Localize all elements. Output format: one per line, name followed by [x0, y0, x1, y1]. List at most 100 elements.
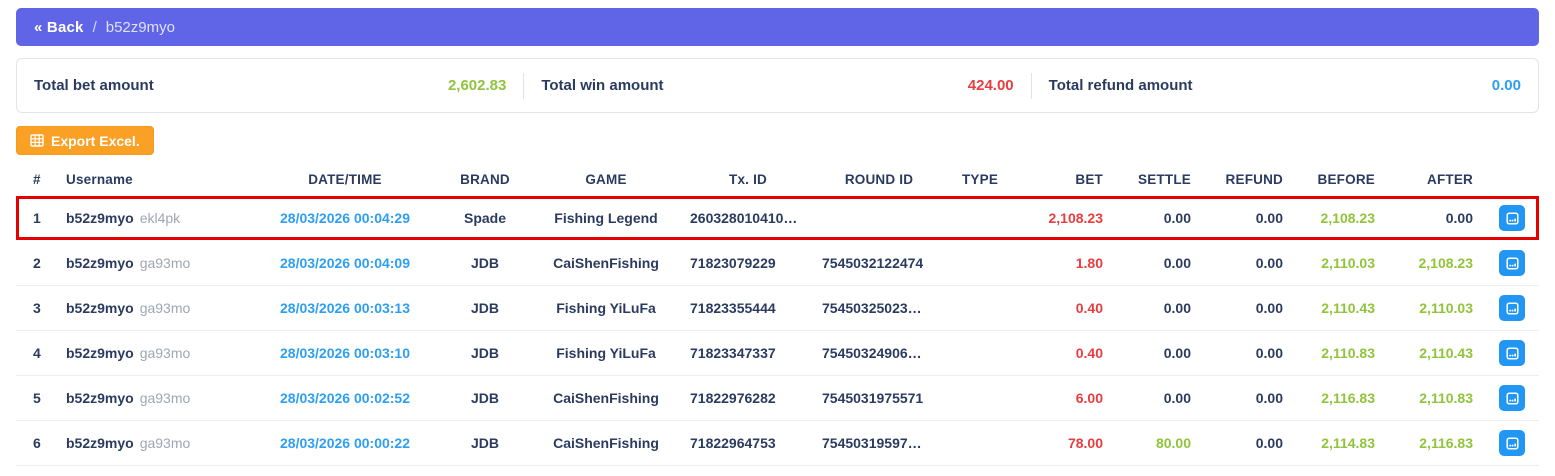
col-header-type: TYPE — [961, 171, 999, 187]
username: b52z9myo — [66, 390, 134, 406]
details-icon — [1505, 211, 1519, 225]
table-row: 4 b52z9myo ga93mo 28/03/2026 00:03:10 JDB… — [16, 331, 1539, 376]
username: b52z9myo — [66, 300, 134, 316]
transactions-table: # Username DATE/TIME BRAND GAME Tx. ID R… — [16, 162, 1539, 466]
cell-row-number: 1 — [33, 210, 41, 226]
summary-value: 0.00 — [1491, 77, 1521, 94]
details-icon — [1505, 256, 1519, 270]
cell-txid: 260328010410… — [690, 210, 798, 226]
cell-before: 2,110.03 — [1321, 255, 1375, 271]
datetime-link[interactable]: 28/03/2026 00:03:13 — [280, 300, 410, 316]
cell-action — [1481, 250, 1539, 276]
cell-username: b52z9myo ekl4pk — [58, 210, 250, 226]
cell-brand: JDB — [470, 300, 499, 316]
sub-username: ga93mo — [139, 300, 191, 316]
summary-label: Total bet amount — [34, 77, 154, 94]
detail-button[interactable] — [1499, 340, 1525, 366]
col-header-after: AFTER — [1427, 171, 1473, 187]
cell-action — [1481, 430, 1539, 456]
summary-divider — [523, 72, 525, 99]
detail-button[interactable] — [1499, 295, 1525, 321]
cell-username: b52z9myo ga93mo — [58, 390, 250, 406]
cell-after: 2,110.03 — [1419, 300, 1473, 316]
cell-username: b52z9myo ga93mo — [58, 255, 250, 271]
cell-before: 2,110.43 — [1321, 300, 1375, 316]
cell-datetime: 28/03/2026 00:03:10 — [250, 345, 440, 361]
cell-refund: 0.00 — [1255, 210, 1283, 226]
table-row: 1 b52z9myo ekl4pk 28/03/2026 00:04:29 Spa… — [16, 196, 1539, 241]
cell-roundid: 7545031975571 — [822, 390, 924, 406]
col-header-username: Username — [66, 171, 133, 187]
username: b52z9myo — [66, 255, 134, 271]
cell-game: Fishing Legend — [554, 210, 658, 226]
detail-button[interactable] — [1499, 250, 1525, 276]
cell-before: 2,116.83 — [1321, 390, 1375, 406]
cell-game: CaiShenFishing — [553, 255, 659, 271]
export-excel-button[interactable]: Export Excel. — [16, 126, 154, 155]
summary-total-bet: Total bet amount 2,602.83 — [17, 77, 523, 94]
export-excel-label: Export Excel. — [51, 132, 140, 149]
cell-datetime: 28/03/2026 00:04:29 — [250, 210, 440, 226]
summary-card: Total bet amount 2,602.83 Total win amou… — [16, 58, 1539, 113]
cell-datetime: 28/03/2026 00:04:09 — [250, 255, 440, 271]
cell-bet: 2,108.23 — [1048, 210, 1104, 226]
cell-before: 2,114.83 — [1321, 435, 1375, 451]
sub-username: ga93mo — [139, 345, 191, 361]
cell-refund: 0.00 — [1255, 390, 1283, 406]
col-header-datetime: DATE/TIME — [308, 171, 382, 187]
breadcrumb-title: b52z9myo — [105, 18, 175, 36]
col-header-bet: BET — [1075, 171, 1103, 187]
spreadsheet-icon — [30, 134, 44, 147]
detail-button[interactable] — [1499, 205, 1525, 231]
cell-roundid: 75450325023… — [822, 300, 922, 316]
datetime-link[interactable]: 28/03/2026 00:04:29 — [280, 210, 410, 226]
cell-settle: 0.00 — [1163, 210, 1191, 226]
cell-txid: 71823347337 — [690, 345, 776, 361]
datetime-link[interactable]: 28/03/2026 00:00:22 — [280, 435, 410, 451]
cell-row-number: 4 — [33, 345, 41, 361]
details-icon — [1505, 301, 1519, 315]
summary-divider — [1030, 72, 1032, 99]
cell-row-number: 3 — [33, 300, 41, 316]
username: b52z9myo — [66, 345, 134, 361]
username: b52z9myo — [66, 210, 134, 226]
cell-bet: 0.40 — [1075, 300, 1103, 316]
cell-bet: 0.40 — [1075, 345, 1103, 361]
cell-row-number: 5 — [33, 390, 41, 406]
col-header-txid: Tx. ID — [729, 171, 767, 187]
cell-datetime: 28/03/2026 00:00:22 — [250, 435, 440, 451]
summary-label: Total refund amount — [1048, 77, 1193, 94]
cell-settle: 0.00 — [1163, 390, 1191, 406]
cell-brand: JDB — [470, 345, 499, 361]
breadcrumb-bar: « Back / b52z9myo — [16, 8, 1539, 46]
cell-roundid: 7545032122474 — [822, 255, 924, 271]
cell-action — [1481, 385, 1539, 411]
cell-txid: 71822976282 — [690, 390, 776, 406]
datetime-link[interactable]: 28/03/2026 00:03:10 — [280, 345, 410, 361]
datetime-link[interactable]: 28/03/2026 00:04:09 — [280, 255, 410, 271]
datetime-link[interactable]: 28/03/2026 00:02:52 — [280, 390, 410, 406]
col-header-roundid: ROUND ID — [844, 171, 914, 187]
details-icon — [1505, 391, 1519, 405]
back-button[interactable]: « Back — [34, 18, 84, 36]
cell-after: 2,108.23 — [1418, 255, 1474, 271]
summary-label: Total win amount — [541, 77, 664, 94]
cell-game: CaiShenFishing — [553, 390, 659, 406]
sub-username: ga93mo — [139, 435, 191, 451]
detail-button[interactable] — [1499, 430, 1525, 456]
col-header-game: GAME — [585, 171, 627, 187]
cell-username: b52z9myo ga93mo — [58, 435, 250, 451]
toolbar: Export Excel. — [16, 126, 1539, 155]
details-icon — [1505, 346, 1519, 360]
table-header-row: # Username DATE/TIME BRAND GAME Tx. ID R… — [16, 162, 1539, 196]
col-header-before: BEFORE — [1317, 171, 1375, 187]
cell-refund: 0.00 — [1255, 435, 1283, 451]
cell-txid: 71822964753 — [690, 435, 776, 451]
summary-total-win: Total win amount 424.00 — [524, 77, 1030, 94]
detail-button[interactable] — [1499, 385, 1525, 411]
cell-datetime: 28/03/2026 00:03:13 — [250, 300, 440, 316]
cell-after: 2,110.83 — [1419, 390, 1473, 406]
sub-username: ga93mo — [139, 255, 191, 271]
cell-roundid: 75450324906… — [822, 345, 922, 361]
cell-row-number: 2 — [33, 255, 41, 271]
